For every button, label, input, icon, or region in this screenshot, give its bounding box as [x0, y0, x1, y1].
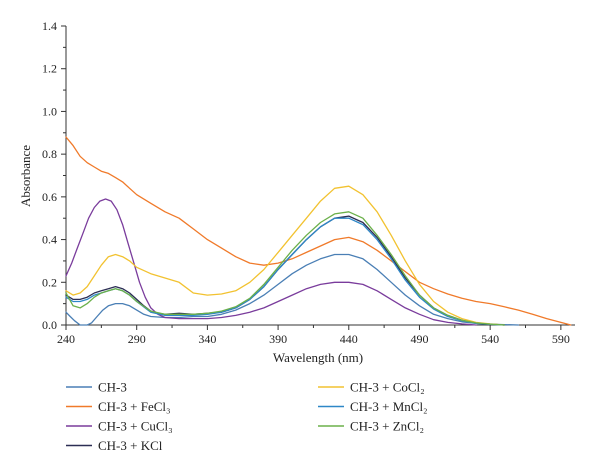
x-tick-label: 590	[552, 332, 570, 346]
x-tick-label: 440	[340, 332, 358, 346]
x-tick-label: 290	[128, 332, 146, 346]
series-line-ch-3-mncl	[65, 217, 505, 326]
y-tick-label: 0.0	[42, 318, 57, 332]
axes: 240 290 340 390 440 490 540 590 0.0 0.2 0.4 0.6 0.8 1…	[42, 19, 575, 346]
legend-label: CH-3 + MnCl₂	[350, 399, 428, 414]
series-line-ch-3-zncl	[65, 211, 505, 326]
series-line-ch-3-cucl	[65, 198, 477, 326]
series-line-ch-3-fecl	[65, 136, 572, 326]
legend-label: CH-3 + CuCl₃	[98, 419, 173, 434]
legend-label: CH-3 + ZnCl₂	[350, 419, 424, 434]
series-line-ch-3-cocl	[65, 185, 505, 326]
legend-label: CH-3 + KCl	[98, 438, 163, 453]
legend-label: CH-3 + FeCl₃	[98, 399, 171, 414]
x-tick-label: 540	[481, 332, 499, 346]
x-tick-label: 390	[269, 332, 287, 346]
y-tick-label: 0.2	[42, 275, 57, 289]
y-tick-label: 0.8	[42, 147, 57, 161]
legend: CH-3 CH-3 + FeCl₃ CH-3 + CuCl₃ CH-3 + KCl CH…	[66, 380, 428, 453]
x-axis-label: Wavelength (nm)	[273, 350, 363, 365]
y-tick-label: 1.4	[42, 19, 57, 33]
y-axis-label: Absorbance	[18, 145, 33, 207]
x-tick-label: 240	[57, 332, 75, 346]
series-line-ch-3-kcl	[65, 215, 505, 326]
series-line-ch-3	[65, 253, 520, 326]
x-tick-label: 340	[198, 332, 216, 346]
legend-label: CH-3 + CoCl₂	[350, 380, 425, 395]
y-tick-label: 1.2	[42, 62, 57, 76]
y-tick-label: 0.6	[42, 190, 57, 204]
x-tick-label: 490	[410, 332, 428, 346]
y-tick-label: 1.0	[42, 104, 57, 118]
plot-area	[65, 136, 572, 326]
legend-label: CH-3	[98, 380, 127, 395]
y-tick-label: 0.4	[42, 233, 57, 247]
